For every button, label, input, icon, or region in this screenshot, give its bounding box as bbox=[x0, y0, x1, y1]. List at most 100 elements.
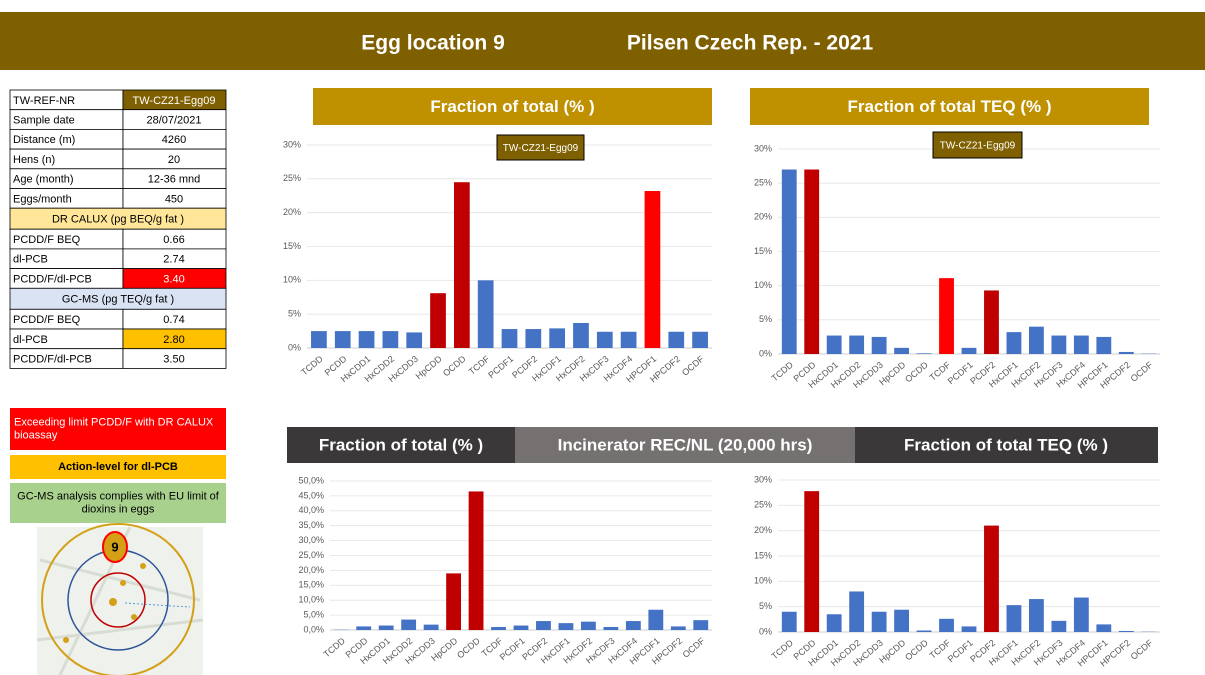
bar bbox=[804, 491, 820, 632]
x-tick-label: OCDF bbox=[1129, 637, 1155, 661]
annotation-box bbox=[496, 134, 585, 161]
bar bbox=[378, 625, 394, 630]
note-box bbox=[10, 455, 226, 479]
map-marker bbox=[109, 598, 117, 606]
bar bbox=[916, 630, 932, 632]
bar bbox=[549, 328, 566, 348]
bar bbox=[849, 591, 865, 632]
map-marker bbox=[63, 637, 69, 643]
header-location: Egg location 9 bbox=[361, 32, 505, 55]
annotation-box bbox=[932, 131, 1023, 159]
table-label: Age (month) bbox=[13, 174, 74, 186]
bar bbox=[453, 182, 470, 348]
bar bbox=[804, 169, 820, 354]
bar bbox=[446, 573, 462, 630]
bar bbox=[984, 525, 999, 632]
map-marker bbox=[131, 614, 137, 620]
table-label: PCDD/F BEQ bbox=[13, 234, 81, 246]
bar bbox=[849, 335, 865, 354]
y-tick-label: 30,0% bbox=[298, 535, 324, 545]
y-tick-label: 25% bbox=[754, 500, 772, 510]
table-value: 4260 bbox=[162, 134, 186, 146]
bar bbox=[693, 620, 709, 630]
bar bbox=[311, 331, 327, 348]
y-tick-label: 30% bbox=[754, 143, 772, 153]
header-place: Pilsen Czech Rep. - 2021 bbox=[627, 32, 874, 55]
table-cell bbox=[122, 348, 227, 369]
bar bbox=[334, 331, 351, 348]
map: 9 bbox=[36, 523, 204, 675]
x-tick-label: OCDF bbox=[681, 635, 707, 659]
y-tick-label: 5% bbox=[288, 309, 301, 319]
bar bbox=[1028, 599, 1044, 632]
bar bbox=[501, 329, 518, 348]
banner bbox=[287, 427, 515, 463]
bar bbox=[894, 347, 910, 354]
y-tick-label: 0% bbox=[288, 342, 301, 352]
y-tick-label: 0% bbox=[759, 626, 772, 636]
y-tick-label: 35,0% bbox=[298, 520, 324, 530]
bar bbox=[1051, 335, 1067, 354]
bar bbox=[356, 626, 372, 630]
bar bbox=[1006, 332, 1022, 354]
x-tick-label: TCDD bbox=[321, 635, 347, 659]
bar bbox=[961, 347, 977, 354]
bar bbox=[826, 335, 842, 354]
banner bbox=[855, 427, 1158, 463]
y-tick-label: 40,0% bbox=[298, 505, 324, 515]
table-value: 2.74 bbox=[163, 254, 184, 266]
map-ring bbox=[90, 572, 146, 628]
note-text: Exceeding limit PCDD/F with DR CALUX bioa… bbox=[14, 416, 214, 441]
banner-text: Incinerator REC/NL (20,000 hrs) bbox=[558, 435, 813, 454]
bar bbox=[1096, 624, 1112, 632]
table-label: dl-PCB bbox=[13, 334, 48, 346]
bar bbox=[871, 611, 887, 632]
x-tick-label: OCDD bbox=[455, 635, 482, 660]
table-value: 20 bbox=[168, 154, 180, 166]
bar bbox=[423, 624, 439, 630]
bar bbox=[596, 331, 613, 348]
y-tick-label: 10,0% bbox=[298, 595, 324, 605]
bar bbox=[513, 625, 529, 630]
x-tick-label: HpCDD bbox=[877, 359, 908, 387]
y-tick-label: 20,0% bbox=[298, 565, 324, 575]
bar bbox=[573, 322, 589, 348]
table-value: TW-CZ21-Egg09 bbox=[133, 95, 216, 107]
table-value: 28/07/2021 bbox=[146, 114, 201, 126]
y-tick-label: 15% bbox=[283, 241, 301, 251]
bar bbox=[406, 332, 423, 348]
chart-title: Fraction of total TEQ (% ) bbox=[904, 435, 1108, 454]
chart-title-box bbox=[750, 88, 1149, 125]
y-tick-label: 50,0% bbox=[298, 475, 324, 485]
x-tick-label: TCDD bbox=[769, 637, 795, 661]
table-value: 450 bbox=[165, 193, 183, 205]
bar bbox=[1118, 630, 1134, 632]
bar bbox=[477, 280, 494, 348]
bar bbox=[871, 336, 887, 354]
bar bbox=[1051, 620, 1067, 632]
bar bbox=[692, 331, 708, 348]
y-tick-label: 5% bbox=[759, 314, 772, 324]
y-tick-label: 15% bbox=[754, 550, 772, 560]
bar bbox=[1028, 326, 1044, 354]
bar bbox=[648, 609, 664, 630]
bar bbox=[984, 290, 999, 354]
table-value: 2.80 bbox=[163, 334, 184, 346]
bar bbox=[1073, 597, 1089, 632]
note-text: GC-MS analysis complies with EU limit of… bbox=[17, 490, 220, 515]
y-tick-label: 10% bbox=[754, 280, 772, 290]
bar bbox=[558, 623, 574, 630]
header-band bbox=[0, 12, 1205, 70]
table-value: 12-36 mnd bbox=[148, 174, 201, 186]
x-tick-label: TCDD bbox=[299, 353, 325, 377]
bar bbox=[894, 609, 910, 632]
table-value: 3.40 bbox=[163, 273, 184, 285]
note-box bbox=[10, 483, 226, 523]
y-tick-label: 10% bbox=[754, 576, 772, 586]
bar bbox=[781, 169, 797, 354]
map-ring bbox=[41, 523, 195, 675]
chart-title: Fraction of total (% ) bbox=[319, 435, 483, 454]
bar bbox=[401, 619, 417, 630]
y-tick-label: 5,0% bbox=[303, 609, 324, 619]
